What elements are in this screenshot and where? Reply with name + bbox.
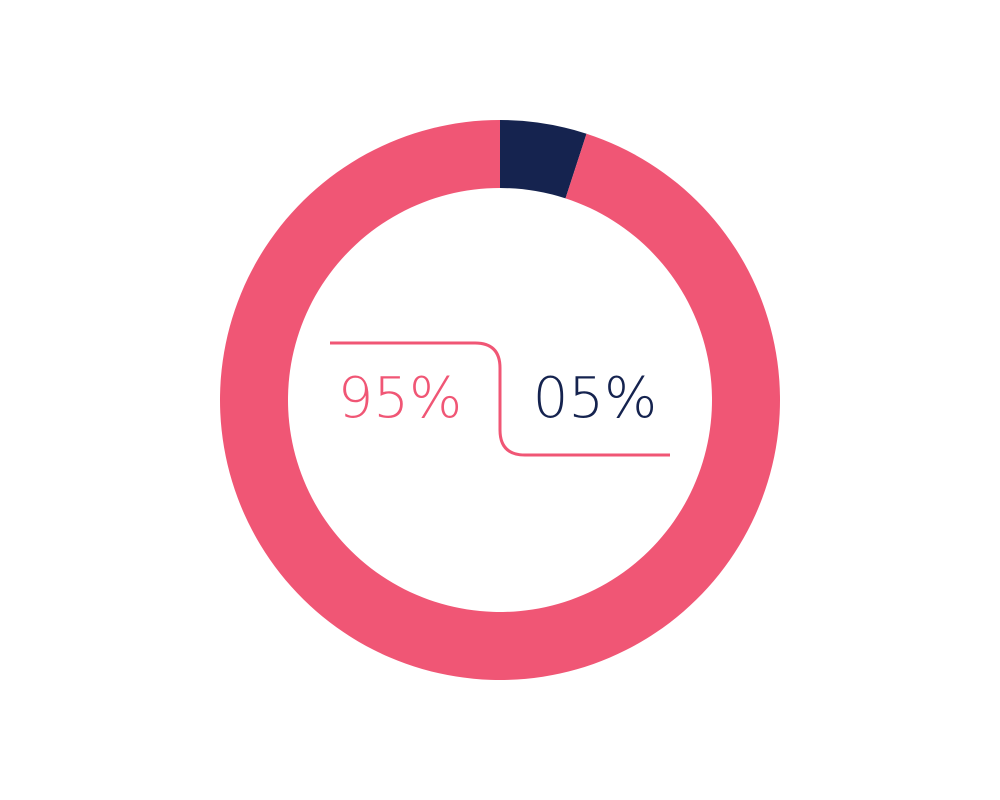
donut-ring bbox=[219, 120, 780, 680]
percent-label-minor: 05% bbox=[533, 366, 657, 431]
percent-label-major: 95% bbox=[338, 366, 462, 431]
divider-connector-line bbox=[330, 341, 670, 457]
donut-slice-5 bbox=[500, 120, 587, 199]
